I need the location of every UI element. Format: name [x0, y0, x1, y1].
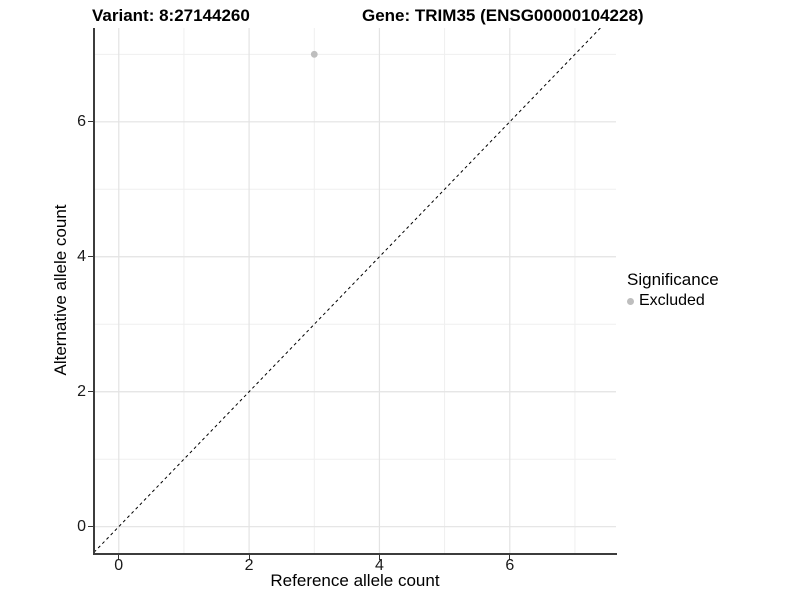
x-axis-title: Reference allele count [270, 571, 440, 590]
legend-title: Significance [627, 270, 719, 289]
y-tick-label: 0 [77, 518, 86, 536]
plot-canvas [94, 28, 616, 553]
y-tick-mark [88, 526, 93, 528]
x-tick-label: 6 [505, 557, 515, 574]
legend-item-label: Excluded [639, 292, 705, 309]
x-tick-mark [509, 554, 511, 560]
data-point [310, 50, 318, 58]
plot-title-variant: Variant: 8:27144260 [92, 6, 250, 25]
x-tick-mark [378, 554, 381, 560]
y-tick-label: 4 [77, 248, 86, 266]
plot-title-gene: Gene: TRIM35 (ENSG00000104228) [362, 6, 644, 25]
x-axis-line [93, 553, 617, 555]
y-axis-line [93, 28, 95, 555]
plot-panel [94, 28, 616, 553]
y-tick-label: 2 [77, 383, 86, 401]
x-tick-label: 2 [244, 557, 254, 574]
x-tick-mark [248, 554, 250, 560]
x-tick-mark [118, 554, 120, 560]
y-tick-mark [88, 391, 93, 393]
y-tick-label: 6 [77, 113, 86, 131]
legend-items: Excluded [627, 292, 719, 310]
legend-point-icon [627, 297, 634, 305]
y-tick-mark [88, 256, 93, 258]
x-tick-label: 0 [114, 557, 124, 574]
legend: Significance Excluded [627, 270, 719, 310]
x-tick-label: 4 [374, 557, 384, 574]
identity-line [94, 28, 601, 553]
legend-item: Excluded [627, 292, 719, 310]
y-tick-mark [88, 121, 93, 123]
y-axis-title: Alternative allele count [51, 204, 70, 376]
